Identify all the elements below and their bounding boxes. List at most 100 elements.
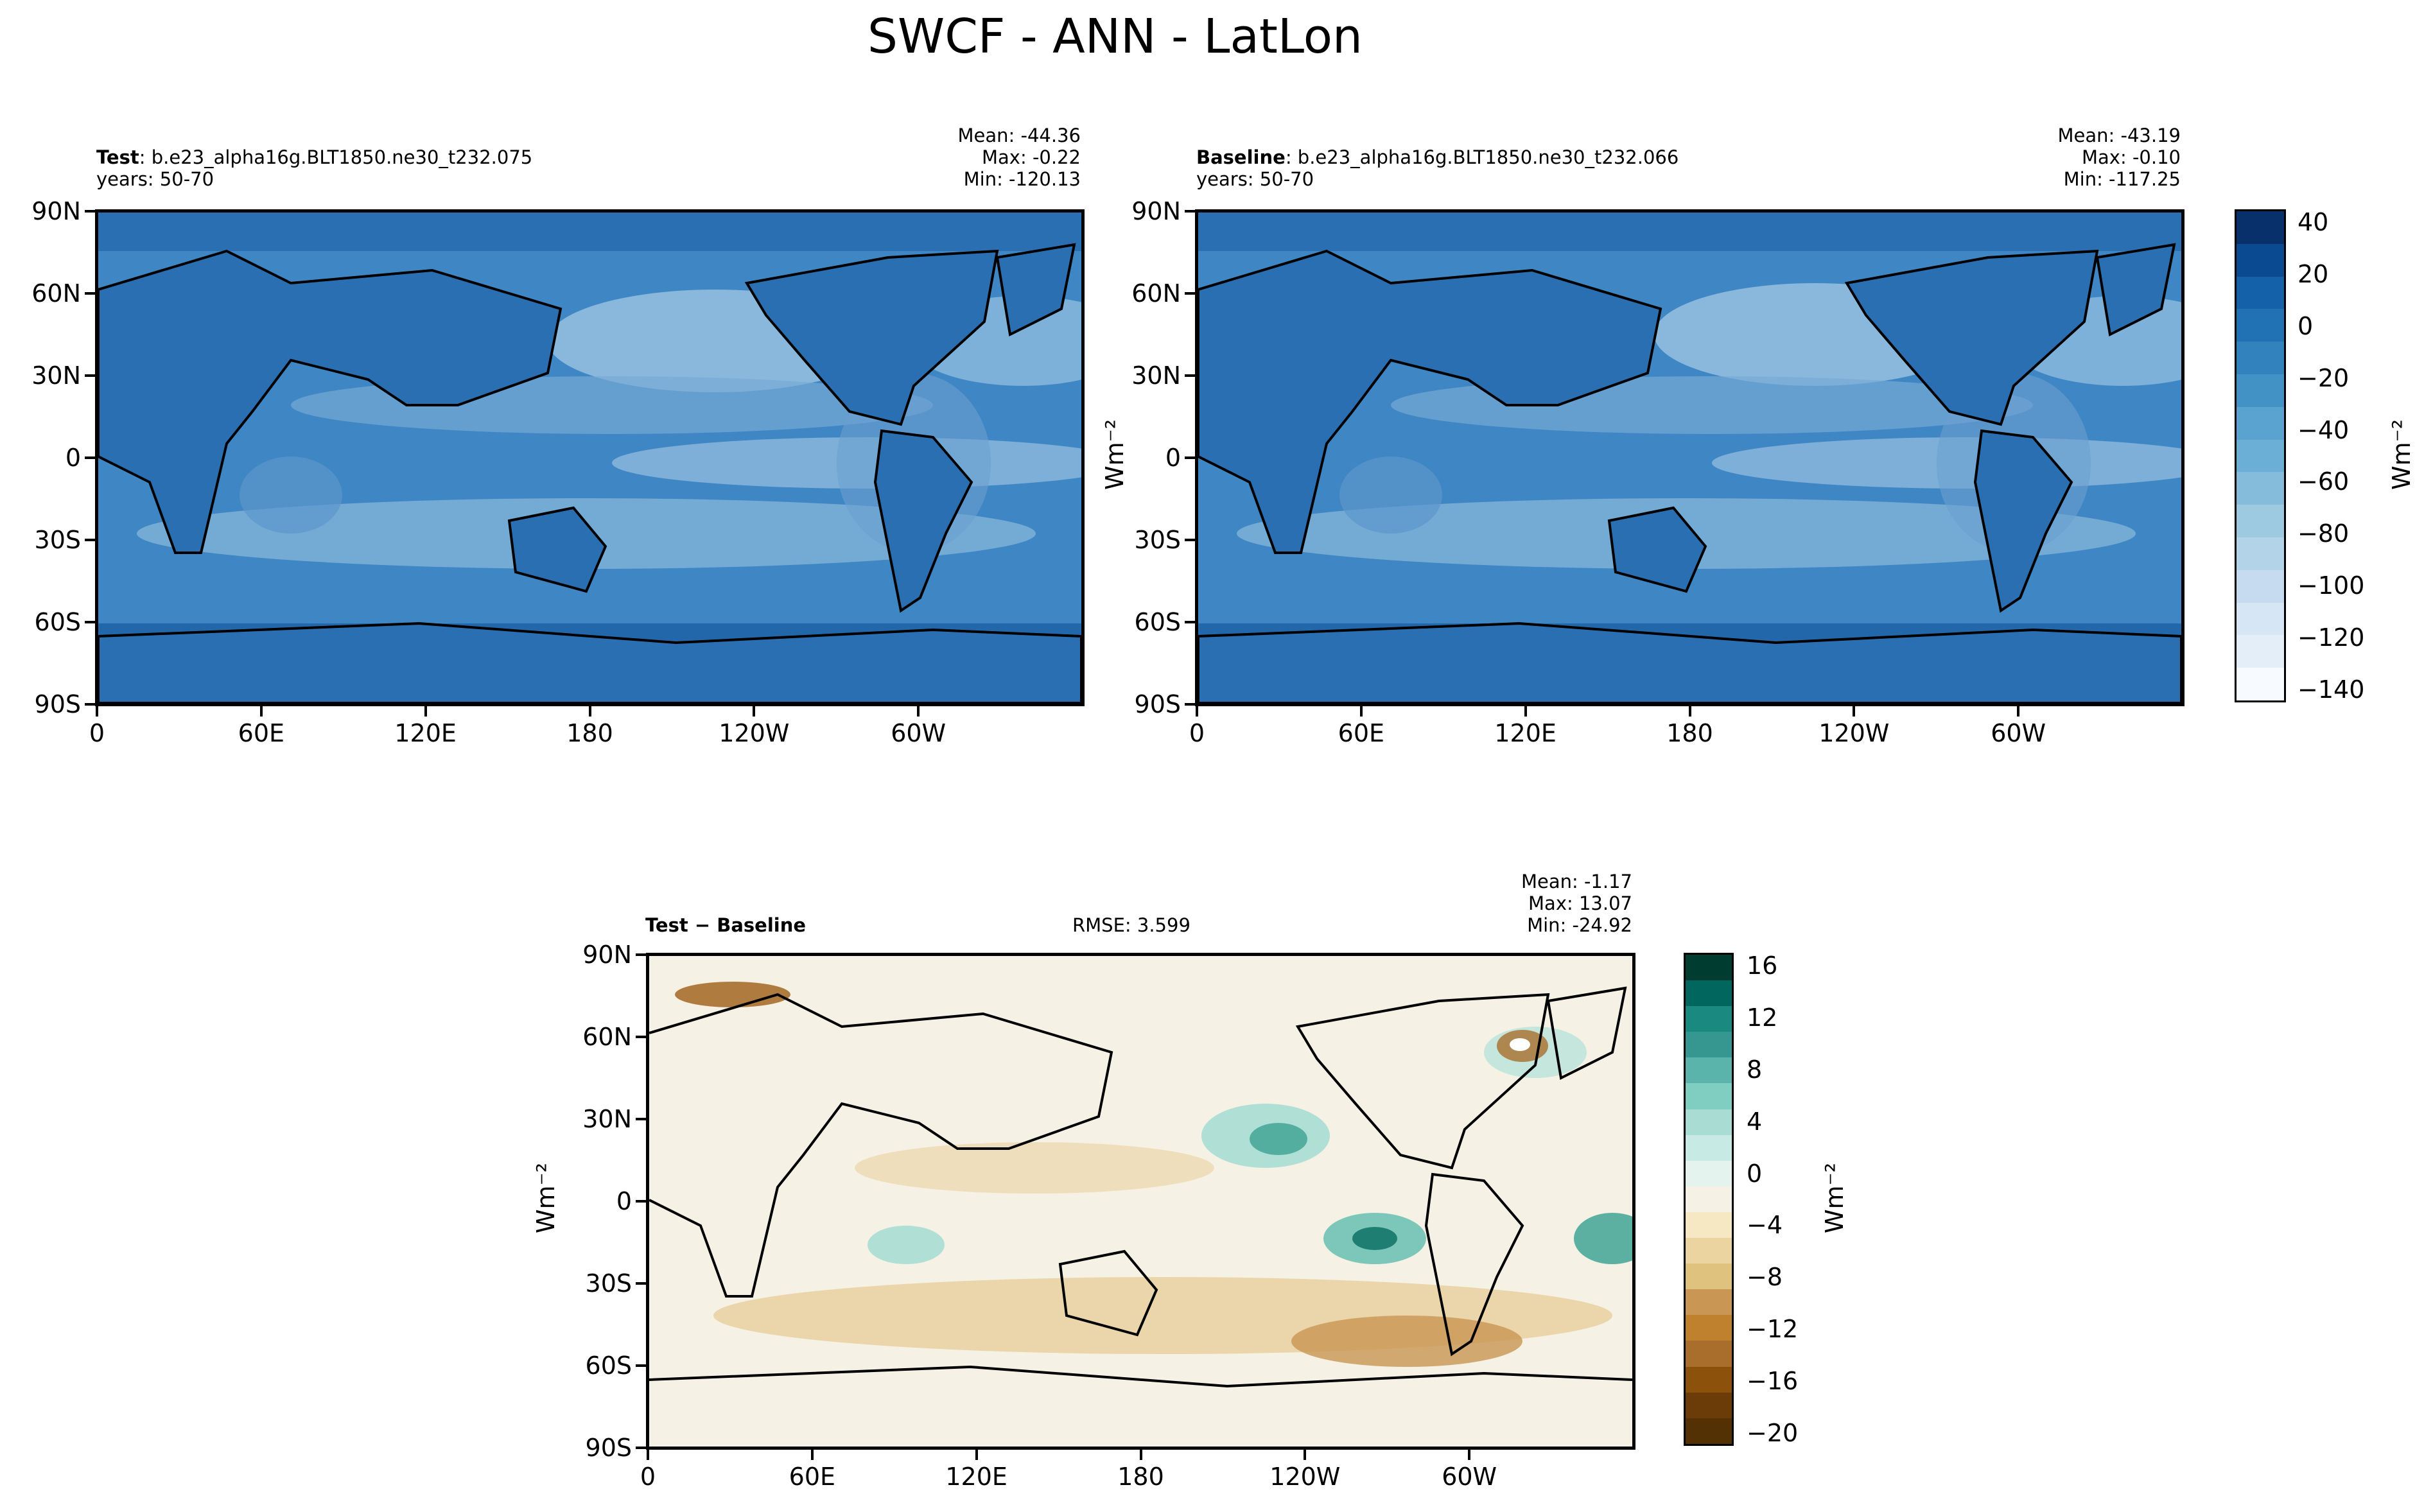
baseline-lat-tickmark bbox=[1185, 539, 1195, 541]
baseline-lon-tick: 0 bbox=[1189, 719, 1205, 747]
diff-lat-tick: 30S bbox=[585, 1269, 632, 1298]
test-lon-tick: 120E bbox=[394, 719, 457, 747]
test-lat-tickmark bbox=[85, 621, 95, 623]
baseline-lon-tick: 180 bbox=[1666, 719, 1713, 747]
diff-lon-tickmark bbox=[1468, 1450, 1471, 1460]
diff-lon-tick: 0 bbox=[640, 1463, 656, 1491]
colorbar-segment bbox=[1686, 1006, 1732, 1032]
diff-lat-tickmark bbox=[636, 1364, 646, 1367]
cbar-main-tick: −120 bbox=[2298, 623, 2365, 652]
cbar-main-tick: −80 bbox=[2298, 519, 2350, 548]
colorbar-segment bbox=[1686, 1212, 1732, 1238]
test-lat-tickmark bbox=[85, 703, 95, 706]
diff-min: Min: -24.92 bbox=[1527, 914, 1632, 936]
test-lon-tickmark bbox=[96, 706, 98, 717]
baseline-lat-tickmark bbox=[1185, 292, 1195, 295]
cbar-main-tick: −100 bbox=[2298, 571, 2365, 600]
colorbar-segment bbox=[1686, 1366, 1732, 1393]
colorbar-segment bbox=[1686, 1057, 1732, 1084]
test-lat-tick: 60N bbox=[31, 279, 81, 308]
baseline-map bbox=[1195, 209, 2184, 706]
diff-lat-tickmark bbox=[636, 1282, 646, 1285]
baseline-lat-tick: 0 bbox=[1165, 444, 1181, 472]
diff-lat-tickmark bbox=[636, 1036, 646, 1038]
colorbar-segment bbox=[2237, 309, 2284, 342]
colorbar-segment bbox=[2237, 668, 2284, 700]
test-case-name: : b.e23_alpha16g.BLT1850.ne30_t232.075 bbox=[139, 146, 533, 168]
diff-max: Max: 13.07 bbox=[1528, 892, 1632, 914]
cbar-main-tick: −40 bbox=[2298, 415, 2350, 444]
baseline-yaxis-units: Wm⁻² bbox=[1101, 419, 1129, 490]
test-lat-tickmark bbox=[85, 539, 95, 541]
test-lat-tickmark bbox=[85, 210, 95, 213]
diff-lon-tick: 180 bbox=[1117, 1463, 1164, 1491]
colorbar-segment bbox=[1686, 1341, 1732, 1367]
diff-lon-tickmark bbox=[975, 1450, 978, 1460]
test-max: Max: -0.22 bbox=[982, 146, 1081, 168]
diff-map bbox=[646, 953, 1635, 1450]
baseline-lon-tick: 120E bbox=[1494, 719, 1557, 747]
diff-stats: Mean: -1.17 Max: 13.07 Min: -24.92 bbox=[1521, 871, 1632, 936]
colorbar-segment bbox=[2237, 439, 2284, 473]
diff-lon-tickmark bbox=[810, 1450, 814, 1460]
diff-colorbar bbox=[1684, 953, 1734, 1446]
baseline-lat-tickmark bbox=[1185, 621, 1195, 623]
test-label-bold: Test bbox=[96, 146, 139, 168]
colorbar-segment bbox=[1686, 1032, 1732, 1058]
cbar-diff-tick: −20 bbox=[1747, 1419, 1799, 1447]
baseline-lon-tick: 60E bbox=[1338, 719, 1385, 747]
test-lat-tick: 0 bbox=[65, 444, 81, 472]
test-map-field bbox=[98, 213, 1081, 703]
cbar-diff-tick: 16 bbox=[1747, 952, 1778, 980]
diff-lon-tick: 60W bbox=[1442, 1463, 1497, 1491]
diff-colorbar-units: Wm⁻² bbox=[1820, 1163, 1849, 1233]
diff-yaxis-units: Wm⁻² bbox=[532, 1163, 560, 1233]
colorbar-segment bbox=[2237, 569, 2284, 603]
test-lon-tickmark bbox=[917, 706, 920, 717]
diff-lon-tick: 120W bbox=[1269, 1463, 1341, 1491]
test-lon-tick: 120W bbox=[719, 719, 790, 747]
colorbar-segment bbox=[1686, 1083, 1732, 1109]
cbar-diff-tick: −12 bbox=[1747, 1315, 1799, 1344]
diff-lat-tickmark bbox=[636, 1200, 646, 1203]
cbar-diff-tick: −8 bbox=[1747, 1263, 1783, 1292]
test-lon-tick: 0 bbox=[89, 719, 105, 747]
colorbar-segment bbox=[1686, 1109, 1732, 1135]
test-lat-tickmark bbox=[85, 292, 95, 295]
cbar-main-tick: −20 bbox=[2298, 363, 2350, 392]
baseline-label: Baseline: b.e23_alpha16g.BLT1850.ne30_t2… bbox=[1196, 146, 1679, 168]
baseline-lon-tickmark bbox=[1359, 706, 1363, 717]
baseline-lon-tickmark bbox=[1688, 706, 1691, 717]
test-lon-tick: 60E bbox=[238, 719, 285, 747]
diff-lat-tick: 90N bbox=[582, 941, 632, 969]
baseline-lat-tick: 30S bbox=[1134, 526, 1181, 554]
test-lon-tickmark bbox=[588, 706, 591, 717]
baseline-max: Max: -0.10 bbox=[2082, 146, 2181, 168]
cbar-diff-tick: 0 bbox=[1747, 1159, 1763, 1188]
baseline-mean: Mean: -43.19 bbox=[2057, 125, 2181, 146]
diff-lat-tickmark bbox=[636, 953, 646, 956]
test-lon-tick: 60W bbox=[891, 719, 946, 747]
test-mean: Mean: -44.36 bbox=[957, 125, 1081, 146]
baseline-lon-tickmark bbox=[1524, 706, 1527, 717]
test-years: years: 50-70 bbox=[96, 168, 214, 190]
cbar-diff-tick: 8 bbox=[1747, 1055, 1763, 1084]
baseline-case-name: : b.e23_alpha16g.BLT1850.ne30_t232.066 bbox=[1285, 146, 1679, 168]
colorbar-segment bbox=[1686, 1418, 1732, 1444]
baseline-lon-tick: 120W bbox=[1818, 719, 1890, 747]
colorbar-segment bbox=[1686, 980, 1732, 1007]
colorbar-segment bbox=[1686, 1160, 1732, 1186]
cbar-diff-tick: −16 bbox=[1747, 1367, 1799, 1396]
main-colorbar-units: Wm⁻² bbox=[2387, 419, 2416, 490]
baseline-lat-tick: 90S bbox=[1134, 690, 1181, 718]
test-min: Min: -120.13 bbox=[963, 168, 1081, 190]
colorbar-segment bbox=[2237, 635, 2284, 668]
colorbar-segment bbox=[2237, 243, 2284, 277]
diff-lat-tick: 60N bbox=[582, 1023, 632, 1051]
test-lat-tickmark bbox=[85, 374, 95, 377]
diff-lat-tick: 0 bbox=[616, 1187, 632, 1215]
baseline-lat-tick: 60N bbox=[1131, 279, 1181, 308]
diff-rmse: RMSE: 3.599 bbox=[1072, 914, 1190, 936]
baseline-lat-tick: 60S bbox=[1134, 608, 1181, 636]
colorbar-segment bbox=[1686, 1315, 1732, 1341]
